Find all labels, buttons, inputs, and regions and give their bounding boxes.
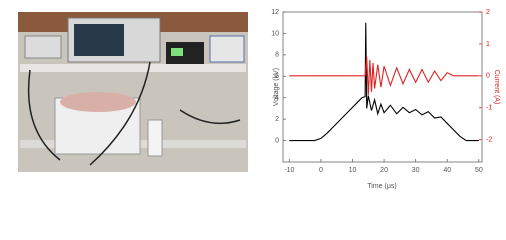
instrument: [209, 35, 245, 63]
shelf: [20, 64, 246, 72]
y-tick-label: 2: [275, 116, 279, 123]
x-tick-label: -10: [284, 167, 294, 174]
y2-axis-label: Current (A): [493, 70, 500, 105]
coil: [60, 92, 136, 112]
page: {"chart_data": {"type": "line", "x_label…: [18, 8, 501, 190]
x-tick-label: 40: [443, 167, 451, 174]
cables: [27, 61, 241, 166]
y-tick-label: 0: [275, 137, 279, 144]
y-tick-label: 12: [271, 9, 279, 16]
y-tick-label: 10: [271, 30, 279, 37]
x-axis-label: Time (μs): [367, 183, 396, 190]
x-tick-label: 10: [349, 167, 357, 174]
y2-tick-label: 2: [486, 9, 490, 16]
y-tick-label: 8: [275, 52, 279, 59]
y-axis-label: Voltage (kV): [273, 68, 280, 106]
y-tick-label: 4: [275, 95, 279, 102]
series-line: [289, 56, 479, 96]
x-tick-label: 50: [475, 167, 483, 174]
lab-photo: [18, 12, 248, 172]
x-tick-label: 30: [412, 167, 420, 174]
instrument: [166, 42, 204, 64]
y2-tick-label: -2: [486, 137, 492, 144]
plot-frame: [282, 11, 483, 163]
y-tick-label: 6: [275, 73, 279, 80]
y2-tick-label: -1: [486, 105, 492, 112]
y2-tick-label: 0: [486, 73, 490, 80]
figure: Voltage (kV) Current (A) Time (μs) 0 2 4 6 8…: [18, 9, 500, 190]
x-tick-label: 20: [380, 167, 388, 174]
display: [171, 48, 183, 56]
series-line: [289, 22, 479, 142]
x-tick-label: 0: [319, 167, 323, 174]
instrument: [24, 35, 62, 59]
oscilloscope-screen: [74, 24, 124, 56]
power-strip: [147, 119, 163, 157]
y2-tick-label: 1: [486, 41, 490, 48]
